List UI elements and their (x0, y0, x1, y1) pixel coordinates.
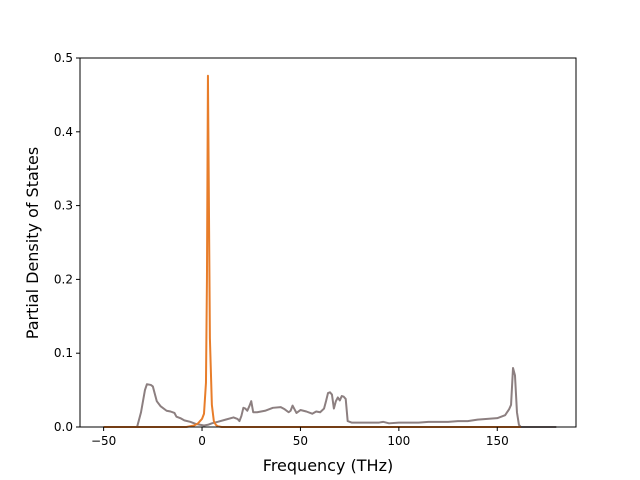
x-tick-label: 100 (387, 434, 410, 448)
series-layer (103, 74, 557, 428)
y-tick-label: 0.2 (54, 272, 73, 286)
y-tick-label: 0.4 (54, 125, 73, 139)
series-line-0 (103, 366, 557, 428)
series-line-1 (103, 74, 521, 428)
y-axis-title: Partial Density of States (23, 147, 42, 339)
plot-frame (79, 57, 577, 428)
x-axis: −50 0 50 100 150 (91, 427, 509, 448)
y-tick-label: 0.3 (54, 199, 73, 213)
y-axis: 0.0 0.1 0.2 0.3 0.4 0.5 (54, 51, 80, 434)
y-tick-label: 0.0 (54, 420, 73, 434)
x-tick-label: 150 (486, 434, 509, 448)
y-tick-label: 0.1 (54, 346, 73, 360)
x-tick-label: −50 (91, 434, 116, 448)
y-tick-label: 0.5 (54, 51, 73, 65)
x-tick-label: 50 (293, 434, 308, 448)
x-axis-title: Frequency (THz) (263, 456, 393, 475)
x-tick-label: 0 (198, 434, 206, 448)
